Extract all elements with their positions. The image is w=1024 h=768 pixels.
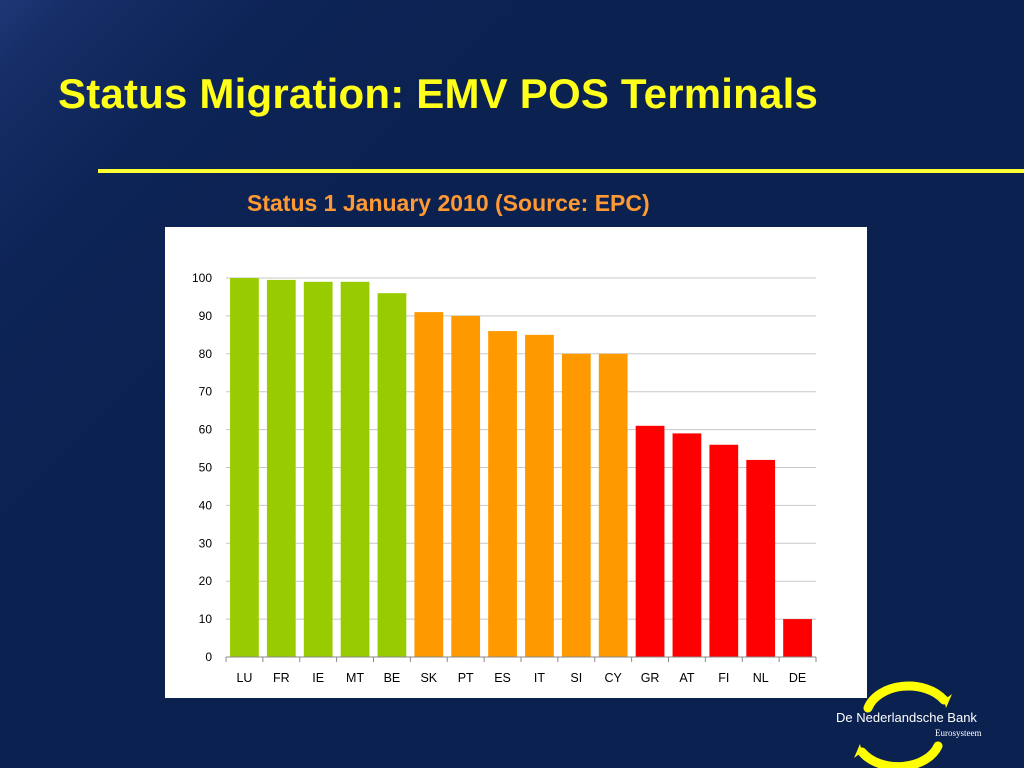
logo-subtitle: Eurosysteem: [935, 728, 982, 738]
y-tick-label: 50: [199, 461, 213, 475]
y-tick-label: 70: [199, 385, 213, 399]
x-tick-label: AT: [679, 671, 694, 685]
bar-fr: [266, 279, 296, 657]
bar-de: [783, 619, 812, 657]
chart-title: Status 1 January 2010 (Source: EPC): [247, 190, 650, 216]
x-tick-label: IE: [312, 671, 324, 685]
slide-title: Status Migration: EMV POS Terminals: [58, 70, 819, 117]
bar-si: [561, 353, 591, 657]
y-tick-label: 10: [199, 612, 213, 626]
bar-gr: [635, 425, 665, 657]
bar-be: [377, 293, 407, 657]
y-tick-label: 30: [199, 536, 213, 550]
y-tick-label: 90: [199, 309, 213, 323]
bar-at: [672, 433, 702, 657]
y-tick-label: 40: [199, 498, 213, 512]
bar-cy: [598, 353, 628, 657]
bar-fi: [709, 444, 739, 657]
x-tick-label: FR: [273, 671, 290, 685]
bar-es: [488, 331, 517, 657]
y-tick-label: 60: [199, 423, 213, 437]
x-tick-label: GR: [641, 671, 660, 685]
x-tick-label: ES: [494, 671, 511, 685]
bar-it: [525, 334, 554, 657]
y-tick-label: 100: [192, 271, 212, 285]
bar-ie: [303, 281, 333, 657]
dnb-logo: De Nederlandsche Bank Eurosysteem: [836, 680, 1024, 768]
logo-name: De Nederlandsche Bank: [836, 710, 977, 725]
y-tick-label: 20: [199, 574, 213, 588]
x-tick-label: NL: [753, 671, 769, 685]
y-tick-label: 80: [199, 347, 213, 361]
bar-nl: [746, 459, 776, 657]
x-tick-label: DE: [789, 671, 806, 685]
y-tick-label: 0: [205, 650, 212, 664]
chart-panel: 0 10 20 30 40 50 60 70 80 90 100 LU FR IE MT BE SK PT ES IT…: [165, 227, 867, 698]
title-divider: [98, 169, 1024, 173]
x-tick-label: MT: [346, 671, 364, 685]
x-tick-label: FI: [718, 671, 729, 685]
dnb-logo-swoosh-icon: [854, 681, 952, 768]
x-tick-label: CY: [605, 671, 623, 685]
x-tick-label: IT: [534, 671, 545, 685]
bar-mt: [340, 281, 370, 657]
bar-lu: [230, 278, 259, 657]
x-tick-label: SI: [570, 671, 582, 685]
x-tick-label: BE: [384, 671, 401, 685]
bar-sk: [414, 312, 444, 657]
x-tick-label: SK: [420, 671, 437, 685]
x-tick-label: PT: [458, 671, 474, 685]
bar-chart: 0 10 20 30 40 50 60 70 80 90 100 LU FR IE MT BE SK PT ES IT…: [192, 271, 817, 685]
bar-pt: [451, 315, 481, 657]
x-tick-label: LU: [236, 671, 252, 685]
